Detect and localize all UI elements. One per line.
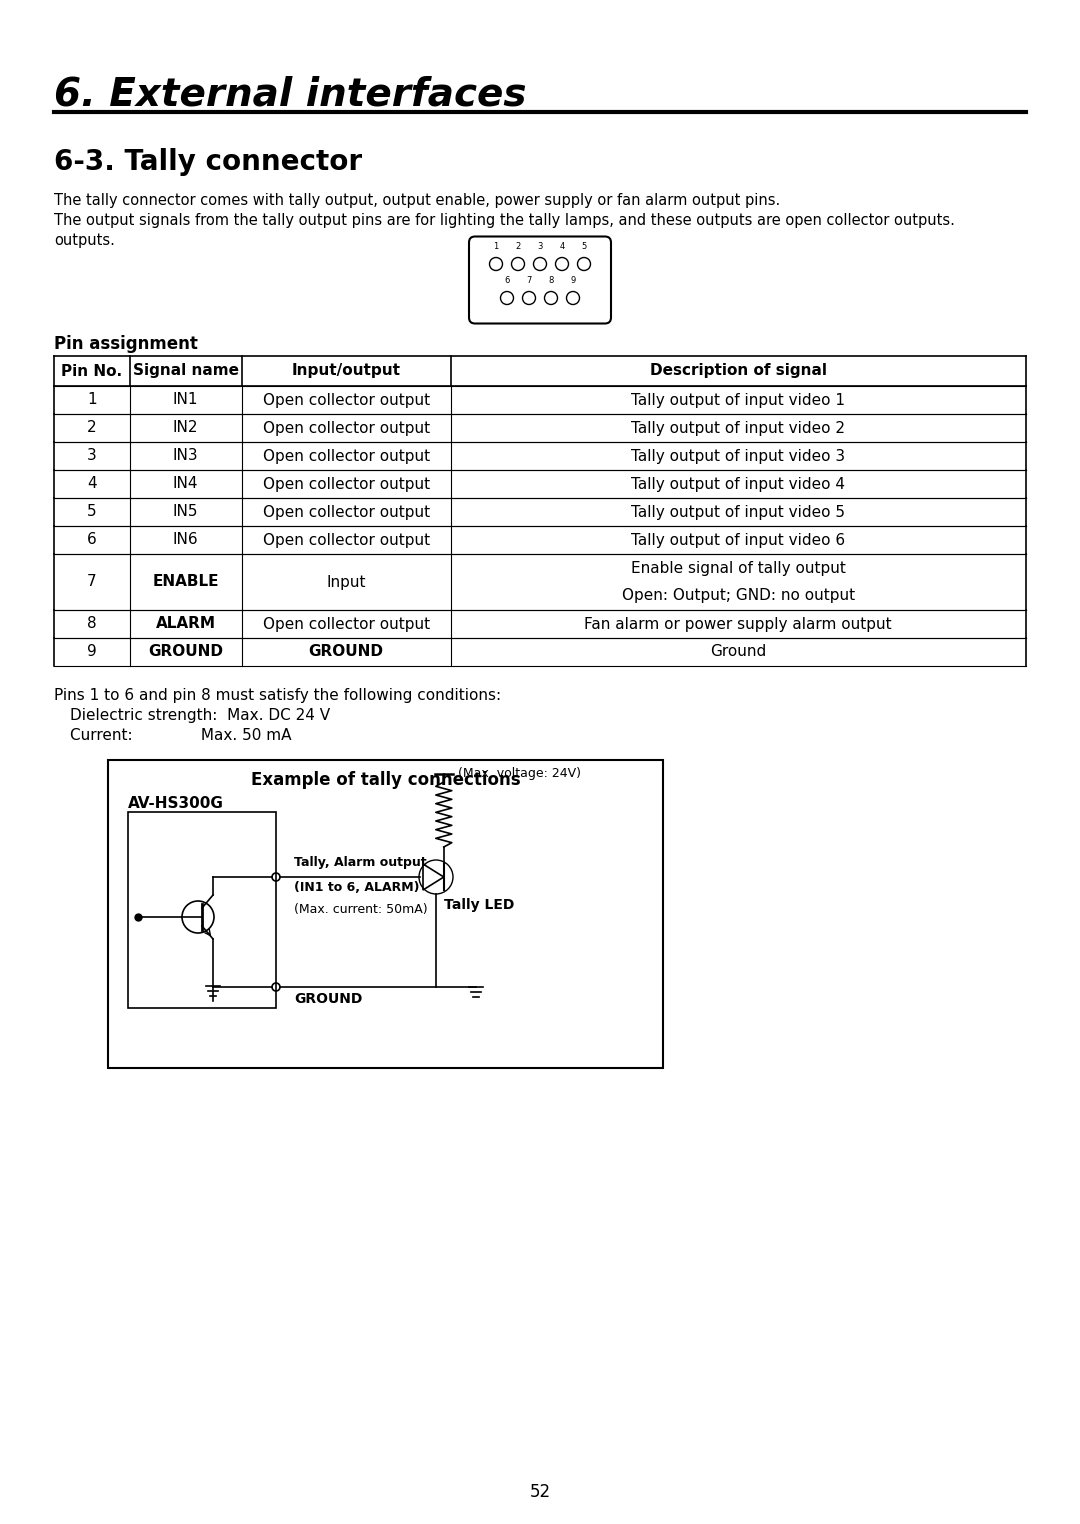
Text: Open collector output: Open collector output [262,448,430,463]
Text: IN1: IN1 [173,393,199,407]
Text: Open: Output; GND: no output: Open: Output; GND: no output [622,588,855,604]
Text: Tally output of input video 2: Tally output of input video 2 [632,421,846,436]
Text: The tally connector comes with tally output, output enable, power supply or fan : The tally connector comes with tally out… [54,194,780,207]
Text: 8: 8 [87,617,97,631]
Text: Current:              Max. 50 mA: Current: Max. 50 mA [70,728,292,744]
Text: Signal name: Signal name [133,364,239,378]
Text: (Max. voltage: 24V): (Max. voltage: 24V) [458,768,581,780]
Text: IN5: IN5 [173,504,199,520]
Text: GROUND: GROUND [294,992,363,1006]
Text: 2: 2 [87,421,97,436]
Text: 9: 9 [87,645,97,660]
Text: Open collector output: Open collector output [262,504,430,520]
Text: 6-3. Tally connector: 6-3. Tally connector [54,148,362,175]
Text: Pin assignment: Pin assignment [54,335,198,354]
Text: AV-HS300G: AV-HS300G [129,797,224,811]
Text: Pins 1 to 6 and pin 8 must satisfy the following conditions:: Pins 1 to 6 and pin 8 must satisfy the f… [54,687,501,703]
Text: The output signals from the tally output pins are for lighting the tally lamps, : The output signals from the tally output… [54,213,955,229]
Text: GROUND: GROUND [148,645,224,660]
Text: Tally, Alarm output: Tally, Alarm output [294,856,427,869]
Text: 3: 3 [538,242,542,251]
Text: 1: 1 [494,242,499,251]
FancyBboxPatch shape [469,236,611,323]
Text: outputs.: outputs. [54,233,114,248]
Text: Dielectric strength:  Max. DC 24 V: Dielectric strength: Max. DC 24 V [70,709,330,722]
Text: (IN1 to 6, ALARM): (IN1 to 6, ALARM) [294,881,419,895]
Text: Tally output of input video 1: Tally output of input video 1 [632,393,846,407]
Text: IN2: IN2 [173,421,199,436]
Text: 6: 6 [504,276,510,285]
Text: 5: 5 [87,504,97,520]
Text: Tally LED: Tally LED [444,898,514,911]
Text: Open collector output: Open collector output [262,477,430,492]
Text: Description of signal: Description of signal [650,364,827,378]
Text: 1: 1 [87,393,97,407]
Text: 8: 8 [549,276,554,285]
Text: 3: 3 [87,448,97,463]
Text: Input/output: Input/output [292,364,401,378]
Text: 5: 5 [581,242,586,251]
Text: Tally output of input video 6: Tally output of input video 6 [631,532,846,547]
Text: Example of tally connections: Example of tally connections [251,771,521,789]
Text: 4: 4 [87,477,97,492]
Text: ENABLE: ENABLE [152,575,219,590]
Text: Pin No.: Pin No. [62,364,122,378]
Text: Open collector output: Open collector output [262,532,430,547]
Text: 6. External interfaces: 6. External interfaces [54,75,527,113]
Text: Ground: Ground [711,645,767,660]
Text: IN4: IN4 [173,477,199,492]
Text: Input: Input [326,575,366,590]
Text: IN3: IN3 [173,448,199,463]
Bar [108,760,663,1068]
Text: 52: 52 [529,1483,551,1501]
Text: Open collector output: Open collector output [262,617,430,631]
Text: IN6: IN6 [173,532,199,547]
Text: 6: 6 [87,532,97,547]
Text: 4: 4 [559,242,565,251]
Text: (Max. current: 50mA): (Max. current: 50mA) [294,904,428,916]
Text: 9: 9 [570,276,576,285]
Text: Open collector output: Open collector output [262,393,430,407]
Text: Open collector output: Open collector output [262,421,430,436]
Text: Enable signal of tally output: Enable signal of tally output [631,561,846,576]
Text: 2: 2 [515,242,521,251]
Text: 7: 7 [87,575,97,590]
Text: Fan alarm or power supply alarm output: Fan alarm or power supply alarm output [584,617,892,631]
Text: Tally output of input video 5: Tally output of input video 5 [632,504,846,520]
Text: Tally output of input video 4: Tally output of input video 4 [632,477,846,492]
Text: Tally output of input video 3: Tally output of input video 3 [631,448,846,463]
Text: 7: 7 [526,276,531,285]
Text: GROUND: GROUND [309,645,383,660]
Bar [129,812,276,1007]
Text: ALARM: ALARM [156,617,216,631]
